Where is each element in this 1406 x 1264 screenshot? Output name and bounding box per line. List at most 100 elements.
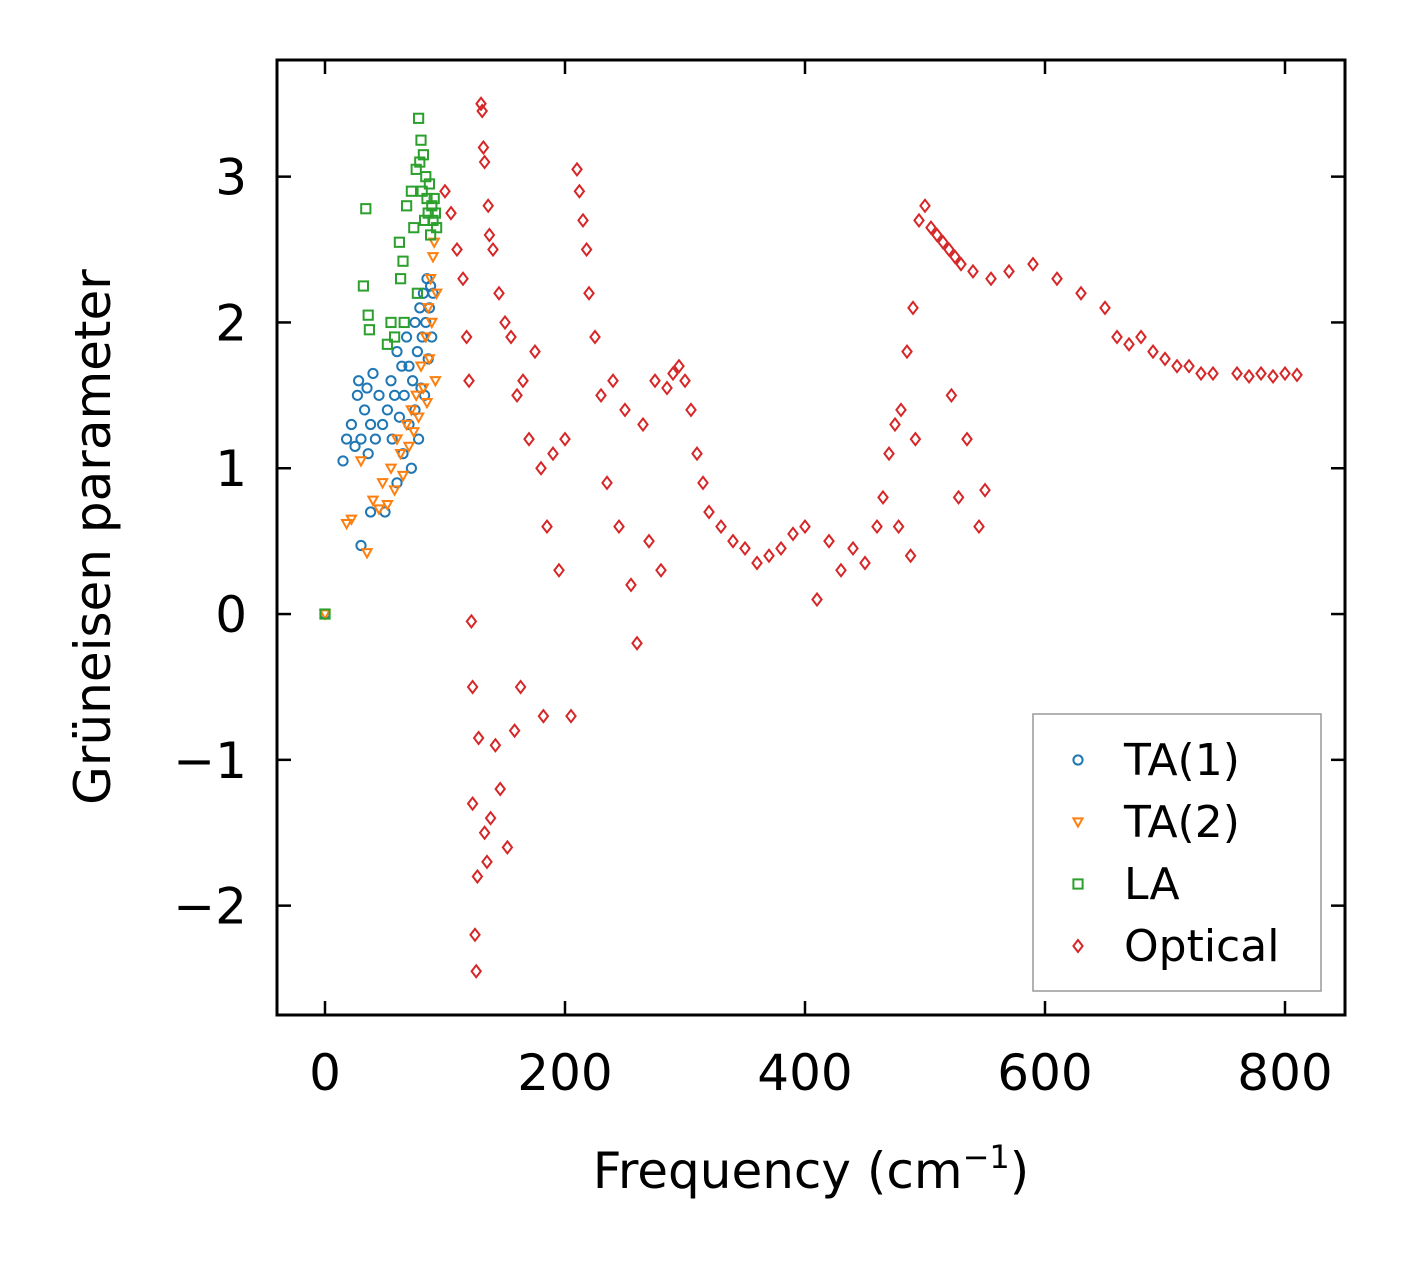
- point-ta2: [354, 456, 368, 468]
- point-optical: [457, 271, 469, 287]
- point-optical: [1159, 351, 1171, 367]
- point-la: [319, 608, 331, 620]
- x-tick-labels: 0 200 400 600 800: [309, 1044, 1333, 1102]
- point-optical: [613, 518, 625, 535]
- point-optical: [478, 825, 491, 841]
- point-optical: [466, 795, 479, 812]
- point-optical: [799, 518, 811, 535]
- point-ta1: [401, 331, 413, 343]
- point-ta2: [409, 390, 423, 403]
- point-la: [413, 112, 425, 124]
- point-optical: [909, 431, 922, 447]
- point-optical: [919, 198, 931, 214]
- point-optical: [465, 613, 478, 629]
- point-la: [431, 222, 443, 234]
- point-ta1: [361, 382, 373, 394]
- point-optical: [691, 446, 703, 462]
- point-optical: [470, 963, 483, 979]
- point-ta1: [398, 389, 410, 401]
- point-optical: [949, 249, 961, 265]
- point-optical: [945, 387, 958, 403]
- point-ta1: [367, 367, 379, 380]
- x-tick-label: 600: [997, 1044, 1092, 1102]
- point-ta1: [391, 346, 403, 358]
- point-optical: [478, 154, 491, 170]
- point-ta1: [409, 316, 421, 329]
- point-optical: [877, 489, 889, 506]
- y-tick-label: 0: [215, 586, 247, 644]
- point-optical: [463, 373, 475, 389]
- point-ta2: [405, 405, 418, 417]
- point-ta2: [388, 485, 401, 497]
- point-la: [401, 200, 413, 212]
- legend-label-ta2: TA(2): [1123, 797, 1240, 848]
- legend-label-optical: Optical: [1124, 921, 1279, 972]
- point-optical: [925, 220, 937, 236]
- point-optical: [751, 555, 763, 571]
- point-optical: [508, 723, 521, 739]
- point-la: [393, 236, 405, 248]
- point-optical: [445, 205, 457, 221]
- point-optical: [673, 358, 685, 374]
- point-optical: [589, 329, 601, 345]
- point-la: [426, 200, 438, 212]
- legend-marker-la: [1072, 878, 1084, 890]
- point-ta1: [362, 448, 374, 460]
- point-optical: [883, 446, 895, 462]
- point-optical: [625, 577, 637, 593]
- point-ta1: [407, 375, 419, 387]
- point-optical: [931, 227, 943, 243]
- point-optical: [1075, 285, 1087, 301]
- point-optical: [583, 285, 595, 301]
- point-la: [363, 324, 375, 336]
- point-optical: [1111, 329, 1123, 345]
- point-ta2: [360, 548, 374, 560]
- point-ta1: [345, 418, 357, 431]
- legend-marker-ta2: [1071, 817, 1085, 829]
- point-optical: [439, 183, 451, 199]
- point-ta1: [337, 455, 349, 467]
- point-ta1: [365, 418, 377, 431]
- point-ta2: [421, 303, 435, 315]
- point-optical: [979, 482, 991, 498]
- x-tick-label: 800: [1237, 1044, 1332, 1102]
- point-optical: [1147, 343, 1159, 360]
- point-ta1: [393, 411, 405, 423]
- point-ta2: [366, 495, 380, 507]
- point-ta1: [377, 418, 389, 431]
- point-optical: [823, 533, 835, 549]
- point-ta2: [394, 448, 407, 461]
- point-optical: [952, 489, 965, 506]
- point-ta2: [402, 441, 416, 454]
- point-optical: [913, 212, 925, 229]
- point-ta2: [400, 419, 413, 432]
- point-ta2: [420, 397, 434, 410]
- point-optical: [577, 212, 589, 229]
- point-optical: [523, 431, 535, 447]
- point-optical: [1051, 271, 1063, 287]
- point-optical: [1267, 368, 1279, 385]
- point-la: [411, 287, 423, 299]
- point-optical: [1207, 365, 1219, 382]
- y-tick-label: 1: [215, 440, 247, 498]
- point-optical: [907, 300, 919, 316]
- point-optical: [943, 241, 955, 258]
- legend: TA(1) TA(2) LA Optical: [1032, 713, 1322, 992]
- point-optical: [1243, 368, 1255, 385]
- point-ta2: [376, 478, 389, 490]
- point-ta1: [385, 375, 397, 387]
- point-ta2: [424, 274, 437, 286]
- point-optical: [727, 533, 739, 549]
- point-optical: [655, 562, 667, 578]
- point-la: [405, 185, 417, 197]
- point-ta1: [369, 433, 381, 445]
- point-la: [428, 192, 440, 205]
- point-optical: [715, 518, 727, 535]
- point-ta2: [407, 427, 421, 439]
- point-la: [420, 171, 432, 183]
- point-optical: [517, 373, 529, 389]
- point-ta2: [381, 500, 394, 512]
- point-ta2: [412, 412, 425, 424]
- point-optical: [775, 540, 787, 557]
